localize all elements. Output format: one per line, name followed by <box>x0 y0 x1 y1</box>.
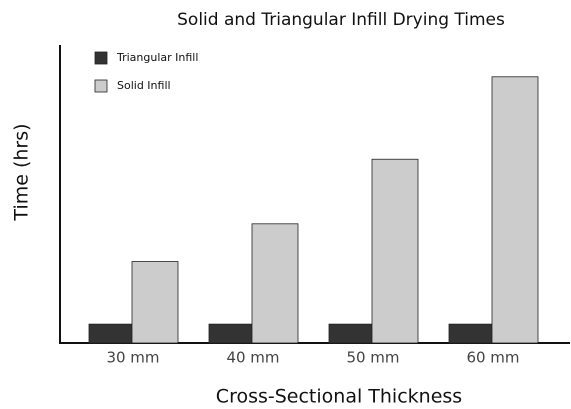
legend-swatch <box>94 51 108 65</box>
bar <box>131 261 179 344</box>
x-tick-label: 50 mm <box>346 349 399 367</box>
legend-label: Triangular Infill <box>116 51 198 64</box>
x-tick-label: 30 mm <box>106 349 159 367</box>
bar <box>491 76 539 344</box>
bar <box>251 223 299 344</box>
bar <box>208 323 253 344</box>
bar <box>328 323 373 344</box>
x-tick-label: 60 mm <box>466 349 519 367</box>
legend-label: Solid Infill <box>117 79 171 92</box>
bar <box>448 323 493 344</box>
bar <box>371 158 419 344</box>
bar <box>88 323 133 344</box>
chart-title: Solid and Triangular Infill Drying Times <box>177 10 505 30</box>
x-tick-label: 40 mm <box>226 349 279 367</box>
y-axis-label: Time (hrs) <box>11 123 33 221</box>
legend-swatch <box>94 79 108 93</box>
x-axis-label: Cross-Sectional Thickness <box>216 386 462 408</box>
